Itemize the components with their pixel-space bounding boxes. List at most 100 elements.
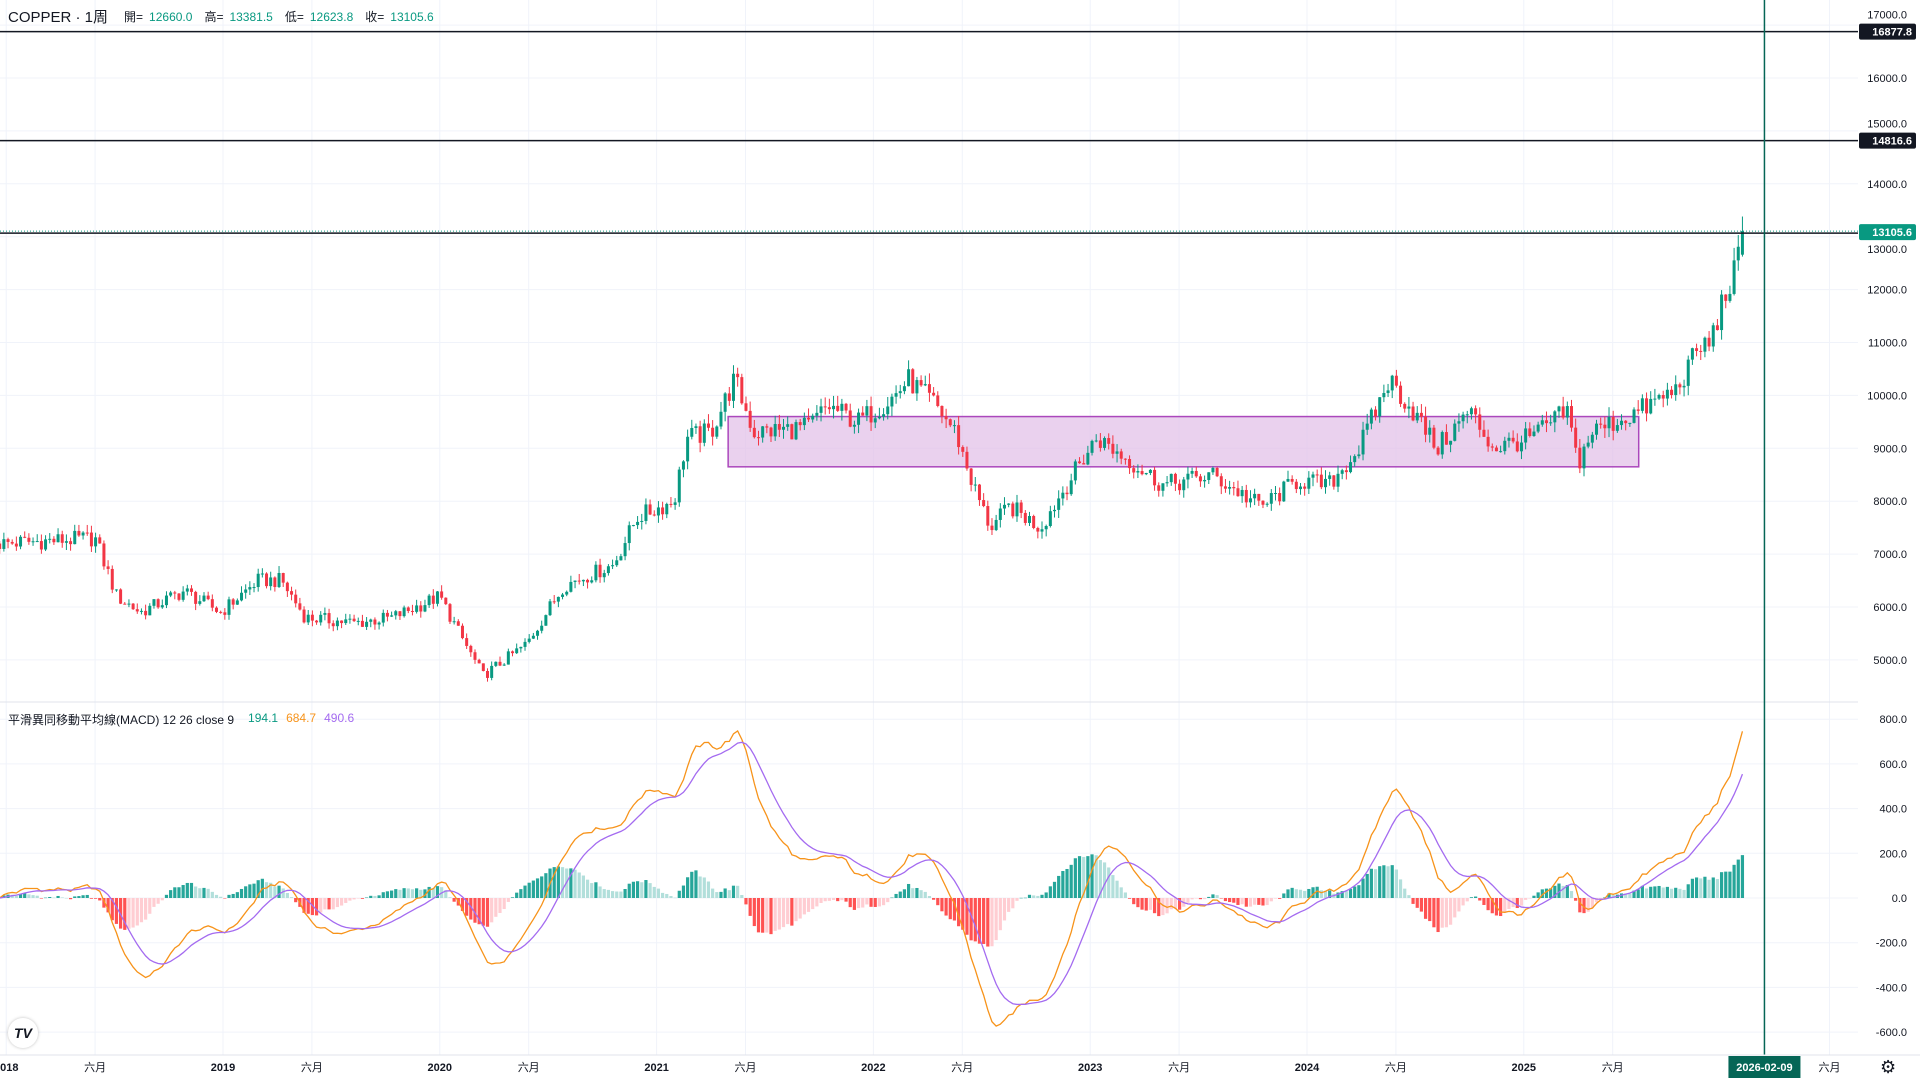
time-tick-label: 六月 [951,1061,973,1074]
candle-body [769,427,773,437]
symbol-title[interactable]: COPPER · 1周 [8,9,109,26]
macd-histogram-bar [1582,898,1586,914]
candle-body [1549,422,1553,424]
candle-body [1711,325,1715,347]
macd-histogram-bar [490,898,494,923]
price-tick-label: 14000.0 [1867,179,1907,191]
macd-histogram-bar [164,894,169,898]
candle-body [761,426,765,438]
candle-body [256,573,260,588]
candle-body [1624,420,1628,424]
macd-histogram-bar [594,882,598,898]
candle-body [869,406,873,423]
candle-body [798,422,802,426]
macd-histogram-bar [373,895,377,898]
macd-histogram-bar [477,898,481,925]
candle-body [252,587,256,589]
candle-body [227,599,231,615]
candle-body [902,386,906,392]
macd-histogram-bar [702,877,706,898]
macd-histogram-bar [952,898,957,921]
macd-histogram-bar [89,898,94,899]
macd-histogram-bar [102,898,106,908]
candle-body [1011,503,1015,517]
settings-gear-icon[interactable]: ⚙ [1880,1057,1897,1077]
macd-histogram-bar [314,898,319,916]
candle-body [490,665,494,678]
candle-body [81,532,85,536]
candle-body [1065,492,1069,495]
candle-body [548,601,552,616]
candle-body [1319,474,1323,488]
macd-histogram-bar [1015,898,1019,901]
candle-body [181,591,185,600]
candle-body [811,415,815,420]
macd-histogram-bar [14,895,18,898]
macd-tick-label: 600.0 [1879,759,1907,771]
candle-body [1244,489,1248,503]
candle-body [473,652,477,660]
price-level-badge [1859,132,1916,149]
candle-body [1532,431,1536,437]
candle-body [102,543,106,567]
candle-body [990,525,994,531]
macd-histogram-bar [415,888,419,898]
candle-body [452,621,456,623]
candle-body [636,521,640,526]
macd-histogram-bar [1127,898,1132,899]
candle-body [315,620,319,623]
macd-histogram-bar [1540,889,1544,898]
macd-histogram-bar [173,887,177,898]
candle-body [1486,436,1490,447]
candle-body [469,645,473,653]
candle-body [940,405,944,417]
macd-title[interactable]: 平滑異同移動平均線(MACD) 12 26 close 9 [8,713,235,727]
candle-body [1248,498,1252,503]
tradingview-logo[interactable]: TV [8,1018,38,1048]
candle-body [1123,458,1127,460]
macd-histogram-bar [744,898,748,905]
candle-body [1073,461,1077,481]
macd-histogram-bar [727,890,731,898]
candle-body [1240,489,1244,497]
macd-histogram-bar [661,892,665,898]
candle-body [1173,473,1177,484]
candle-body [656,507,660,516]
candle-body [1699,350,1703,352]
macd-histogram-bar [1027,894,1032,898]
candle-body [744,403,748,411]
candle-body [1186,473,1190,480]
macd-histogram-bar [402,888,406,898]
candle-body [590,580,594,583]
price-level-label: 16877.8 [1872,27,1912,39]
candle-body [1236,488,1240,497]
time-tick-label: 2021 [644,1062,668,1074]
candle-body [1078,461,1082,464]
candle-body [77,530,81,536]
macd-histogram-bar [806,898,811,912]
macd-histogram-bar [1574,898,1578,901]
candle-body [1165,482,1169,484]
macd-histogram-bar [39,898,43,899]
candle-body [1140,471,1144,475]
macd-histogram-bar [1002,898,1007,921]
macd-histogram-bar [1357,885,1361,898]
candle-body [1019,502,1023,513]
candle-body [169,592,173,596]
candle-body [423,605,427,612]
macd-histogram-bar [886,898,890,903]
macd-histogram-bar [1715,879,1720,898]
macd-histogram-bar [573,869,577,898]
candle-body [952,425,956,427]
candle-body [248,587,252,590]
macd-histogram-bar [1386,866,1390,898]
macd-histogram-bar [1169,898,1173,910]
macd-histogram-bar [777,898,781,930]
macd-histogram-bar [648,883,652,898]
macd-histogram-bar [481,898,485,926]
macd-histogram-bar [348,898,352,901]
candle-body [1399,385,1403,404]
candle-body [1144,472,1148,475]
candle-body [210,599,214,608]
